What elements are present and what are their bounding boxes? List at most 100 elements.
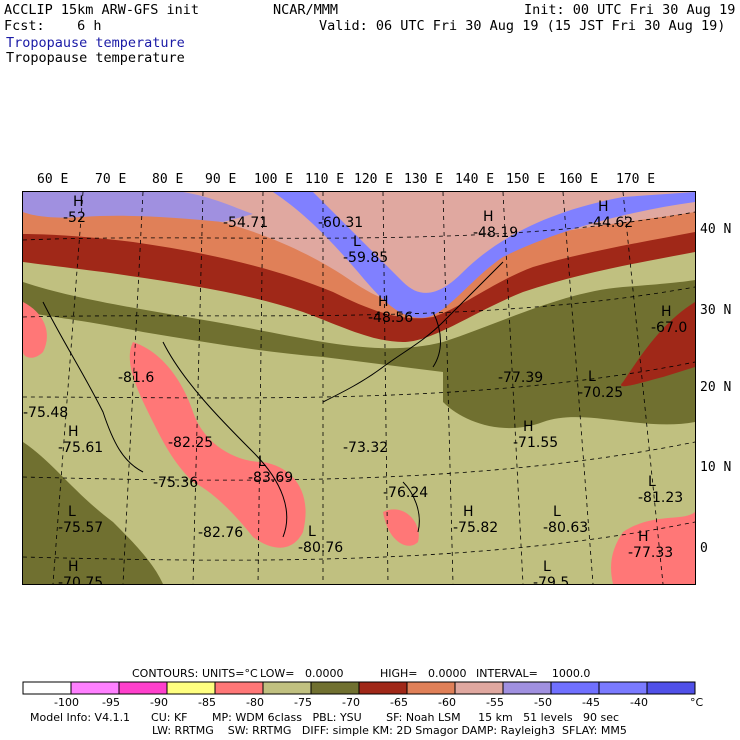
lon-label: 100 E — [254, 172, 294, 187]
extremum-value: -81.6 — [118, 370, 154, 386]
lon-label: 150 E — [506, 172, 546, 187]
extremum-value: -44.62 — [588, 215, 633, 231]
colorbar-swatch — [262, 681, 312, 695]
colorbar-swatch — [598, 681, 648, 695]
colorbar-swatch — [502, 681, 552, 695]
extremum-value: -67.0 — [651, 320, 687, 336]
extremum-value: -80.76 — [298, 540, 343, 556]
colorbar-tick-label: -60 — [438, 696, 456, 709]
low-marker: L — [353, 234, 361, 250]
lat-label: 10 N — [700, 460, 732, 475]
lon-label: 170 E — [616, 172, 656, 187]
colorbar-swatch — [118, 681, 168, 695]
colorbar-tick-label: -65 — [390, 696, 408, 709]
valid-time: Valid: 06 UTC Fri 30 Aug 19 (15 JST Fri … — [319, 18, 726, 34]
colorbar-tick-label: -85 — [198, 696, 216, 709]
extremum-value: -48.19 — [473, 225, 518, 241]
model-title: ACCLIP 15km ARW-GFS init — [4, 2, 200, 18]
forecast-hour: Fcst: 6 h — [4, 18, 102, 34]
lat-label: 0 — [700, 541, 708, 556]
field-cold-patch-west — [23, 302, 47, 358]
high-marker: H — [483, 209, 494, 225]
field-blue-trough — [273, 192, 695, 318]
field-cold-patch-east — [611, 512, 695, 584]
low-marker: L — [543, 559, 551, 575]
low-marker: L — [68, 504, 76, 520]
colorbar-swatch — [550, 681, 600, 695]
low-marker: L — [553, 504, 561, 520]
low-marker: L — [648, 474, 656, 490]
extremum-value: -52 — [63, 210, 86, 226]
extremum-value: -71.55 — [513, 435, 558, 451]
graticule — [23, 192, 695, 584]
extremum-value: -77.39 — [498, 370, 543, 386]
extremum-value: -80.63 — [543, 520, 588, 536]
colorbar-swatch — [70, 681, 120, 695]
extremum-value: -73.32 — [343, 440, 388, 456]
extremum-value: -75.82 — [453, 520, 498, 536]
colorbar-tick-label: -55 — [486, 696, 504, 709]
lon-label: 80 E — [152, 172, 184, 187]
high-marker: H — [68, 559, 79, 575]
field-title-blue: Tropopause temperature — [6, 35, 185, 51]
extremum-value: -59.85 — [343, 250, 388, 266]
colorbar-tick-label: -40 — [630, 696, 648, 709]
field-cold-patch-philippines — [383, 509, 419, 546]
lon-label: 120 E — [354, 172, 394, 187]
colorbar-swatch — [214, 681, 264, 695]
colorbar-tick-label: -90 — [150, 696, 168, 709]
field-lavender-nw — [23, 192, 253, 222]
high-marker: H — [378, 294, 389, 310]
extremum-value: -60.31 — [318, 215, 363, 231]
colorbar-swatch — [406, 681, 456, 695]
model-info-line2: LW: RRTMG SW: RRTMG DIFF: simple KM: 2D … — [152, 724, 627, 737]
extremum-value: -75.61 — [58, 440, 103, 456]
colorbar-swatch — [166, 681, 216, 695]
high-marker: H — [598, 199, 609, 215]
high-label: HIGH= 0.0000 — [380, 667, 467, 680]
coastline — [42, 261, 504, 538]
units-label: UNITS=°C — [202, 667, 258, 680]
lon-label: 70 E — [95, 172, 127, 187]
lon-label: 160 E — [559, 172, 599, 187]
extremum-value: -75.57 — [58, 520, 103, 536]
field-pink-band — [83, 192, 695, 306]
extremum-value: -83.69 — [248, 470, 293, 486]
colorbar-tick-label: -100 — [54, 696, 79, 709]
lon-label: 60 E — [37, 172, 69, 187]
colorbar-tick-label: -95 — [102, 696, 120, 709]
low-label: LOW= 0.0000 — [260, 667, 344, 680]
field-title: Tropopause temperature — [6, 50, 185, 66]
extremum-value: -82.25 — [168, 435, 213, 451]
low-marker: L — [588, 369, 596, 385]
colorbar-swatch — [22, 681, 72, 695]
colorbar-swatch — [646, 681, 696, 695]
lat-label: 40 N — [700, 222, 732, 237]
org-label: NCAR/MMM — [273, 2, 339, 18]
colorbar-swatch — [358, 681, 408, 695]
low-marker: L — [308, 524, 316, 540]
high-marker: H — [463, 504, 474, 520]
field-dark-band — [23, 280, 695, 429]
lon-label: 90 E — [205, 172, 237, 187]
colorbar-unit: °C — [690, 696, 704, 709]
extremum-value: -54.71 — [223, 215, 268, 231]
colorbar-tick-label: -80 — [246, 696, 264, 709]
colorbar-swatch — [454, 681, 504, 695]
extremum-value: -48.56 — [368, 310, 413, 326]
extremum-value: -82.76 — [198, 525, 243, 541]
extremum-value: -76.24 — [383, 485, 428, 501]
colorbar-tick-label: -75 — [294, 696, 312, 709]
extremum-value: -81.23 — [638, 490, 683, 506]
extremum-value: -70.25 — [578, 385, 623, 401]
colorbar-tick-label: -50 — [534, 696, 552, 709]
init-time: Init: 00 UTC Fri 30 Aug 19 — [524, 2, 736, 18]
high-marker: H — [523, 419, 534, 435]
lat-label: 30 N — [700, 303, 732, 318]
field-cold-patch-indochina — [129, 342, 306, 548]
high-marker: H — [661, 304, 672, 320]
high-marker: H — [638, 529, 649, 545]
interval-label: INTERVAL= 1000.0 — [476, 667, 591, 680]
extremum-value: -75.48 — [23, 405, 68, 421]
lon-label: 110 E — [305, 172, 345, 187]
